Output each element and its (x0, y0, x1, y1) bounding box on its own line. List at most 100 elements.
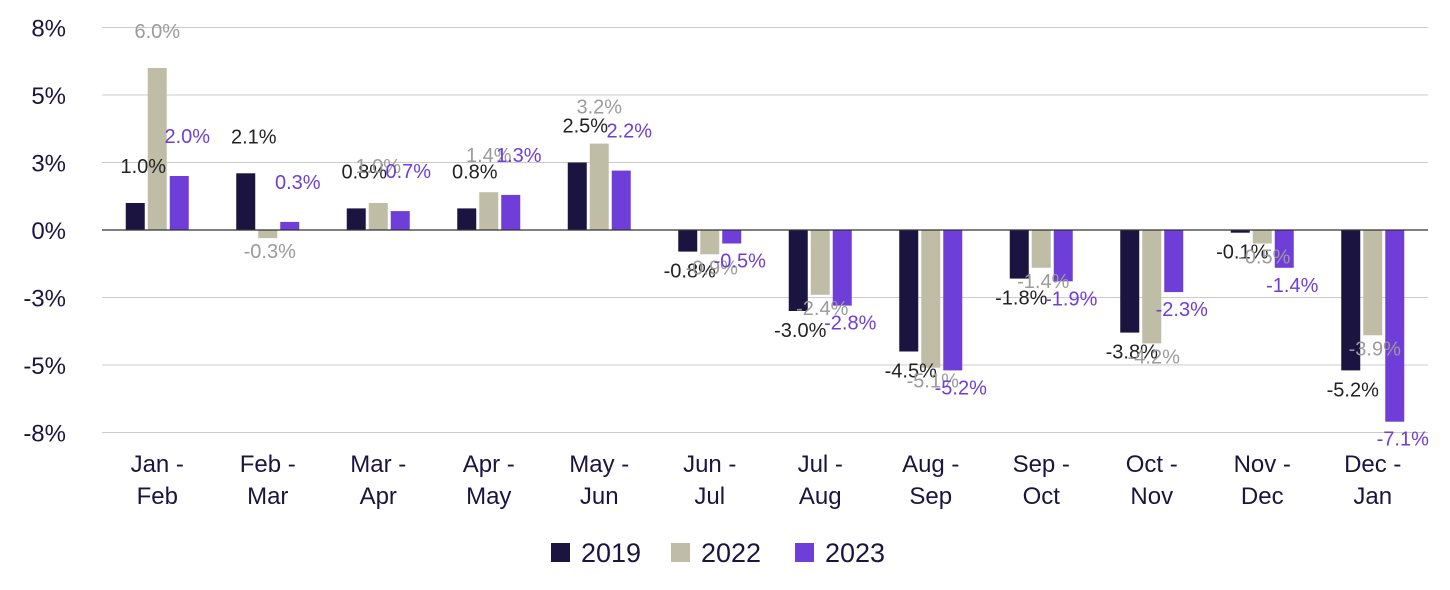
bar-2022 (1363, 230, 1383, 336)
legend: 2019 2022 2023 (551, 538, 885, 568)
data-label-2019: -0.8% (664, 261, 716, 283)
data-label-2022: -1.4% (1017, 271, 1069, 293)
data-label-2019: 2.1% (231, 126, 277, 148)
data-label-2019: -0.1% (1216, 242, 1268, 264)
data-label-2022: 1.4% (466, 145, 512, 167)
data-label-2022: -5.1% (907, 371, 959, 393)
bar-2023 (280, 221, 300, 230)
x-category-label: Aug -Sep (902, 451, 959, 510)
data-label-2023: -0.5% (714, 251, 766, 273)
bar-2022 (1031, 230, 1051, 268)
bar-2023 (169, 176, 189, 230)
data-label-2022: -0.5% (1238, 247, 1290, 269)
data-label-2022: 1.0% (355, 156, 401, 178)
data-label-2019: -3.8% (1106, 342, 1158, 364)
y-tick-label: -5% (23, 353, 66, 380)
data-label-2023: -2.8% (824, 313, 876, 335)
bar-2019 (125, 203, 145, 230)
data-label-2019: 2.5% (562, 116, 608, 138)
y-tick-label: 5% (31, 83, 66, 110)
y-tick-label: 3% (31, 151, 66, 178)
bar-2019 (899, 230, 919, 352)
data-label-2019: -3.0% (774, 320, 826, 342)
bar-2022 (1252, 230, 1272, 244)
x-category-label: Jul -Aug (798, 451, 843, 510)
data-label-2019: 0.8% (452, 161, 498, 183)
data-label-2019: -4.5% (885, 361, 937, 383)
data-label-2023: 1.3% (496, 145, 542, 167)
legend-label-2019: 2019 (581, 538, 641, 568)
bar-2022 (589, 143, 609, 230)
x-category-label: Jun -Jul (683, 451, 736, 510)
y-tick-label: 0% (31, 218, 66, 245)
bar-2022 (1142, 230, 1162, 344)
x-category-label: Oct -Nov (1126, 451, 1178, 510)
bar-2019 (1341, 230, 1361, 371)
bar-2022 (810, 230, 830, 295)
bar-2023 (943, 230, 963, 371)
bar-2019 (346, 208, 366, 230)
x-category-label: Sep -Oct (1013, 451, 1070, 510)
data-label-2019: 0.8% (341, 161, 387, 183)
data-label-2023: -1.4% (1266, 275, 1318, 297)
bar-2019 (1230, 230, 1250, 233)
data-label-2019: 1.0% (120, 156, 166, 178)
x-category-label: Feb -Mar (240, 451, 296, 510)
bar-2022 (479, 192, 499, 230)
legend-swatch-2022 (671, 543, 690, 562)
y-tick-label: -8% (23, 421, 66, 448)
data-label-2022: -4.2% (1128, 346, 1180, 368)
bar-2019 (457, 208, 477, 230)
bar-2023 (1053, 230, 1073, 282)
data-label-2023: 2.2% (606, 121, 652, 143)
y-tick-label: -3% (23, 286, 66, 313)
bar-2023 (1385, 230, 1405, 422)
bar-2019 (567, 162, 587, 230)
data-label-2023: 2.0% (164, 126, 210, 148)
x-category-label: Mar -Apr (350, 451, 406, 510)
data-labels: 1.0%6.0%2.0% 2.1%-0.3%0.3% 0.8%1.0%0.7% 0.8… (120, 21, 1429, 451)
data-label-2022: -2.4% (796, 298, 848, 320)
data-label-2022: -3.9% (1349, 338, 1401, 360)
bar-2023 (832, 230, 852, 306)
legend-swatch-2023 (795, 543, 814, 562)
data-label-2022: -0.9% (686, 257, 738, 279)
bar-2023 (1164, 230, 1184, 293)
bar-2019 (788, 230, 808, 311)
bar-2023 (1274, 230, 1294, 268)
bar-2023 (501, 194, 521, 230)
bar-2022 (921, 230, 941, 368)
bar-2019 (236, 173, 256, 230)
x-category-label: May -Jun (569, 451, 629, 510)
x-category-label: Apr -May (463, 451, 515, 510)
bar-2022 (700, 230, 720, 255)
bar-2023 (390, 211, 410, 230)
x-category-label: Jan -Feb (131, 451, 184, 510)
x-category-label: Nov -Dec (1234, 451, 1291, 510)
data-label-2019: -1.8% (995, 288, 1047, 310)
bar-2019 (678, 230, 698, 252)
bar-2019 (1120, 230, 1140, 333)
bar-2022 (368, 203, 388, 230)
x-category-label: Dec -Jan (1344, 451, 1401, 510)
bar-2023 (722, 230, 742, 244)
data-label-2023: 0.3% (275, 172, 321, 194)
x-axis-categories: Jan -Feb Feb -Mar Mar -Apr Apr -May May -Jun… (131, 451, 1402, 510)
bar-2023 (611, 170, 631, 230)
data-label-2023: -2.3% (1156, 299, 1208, 321)
legend-swatch-2019 (551, 543, 570, 562)
data-label-2022: -0.3% (244, 241, 296, 263)
bar-2019 (1009, 230, 1029, 279)
data-label-2023: -7.1% (1377, 429, 1429, 451)
bar-2022 (258, 230, 278, 239)
gridlines (102, 27, 1428, 433)
bar-2022 (147, 68, 167, 230)
data-label-2022: 3.2% (576, 97, 622, 119)
y-tick-label: 8% (31, 16, 66, 43)
bars (125, 68, 1405, 422)
data-label-2019: -5.2% (1327, 379, 1379, 401)
y-axis-ticks: 8% 5% 3% 0% -3% -5% -8% (23, 16, 66, 448)
legend-label-2023: 2023 (825, 538, 885, 568)
data-label-2023: -1.9% (1045, 288, 1097, 310)
